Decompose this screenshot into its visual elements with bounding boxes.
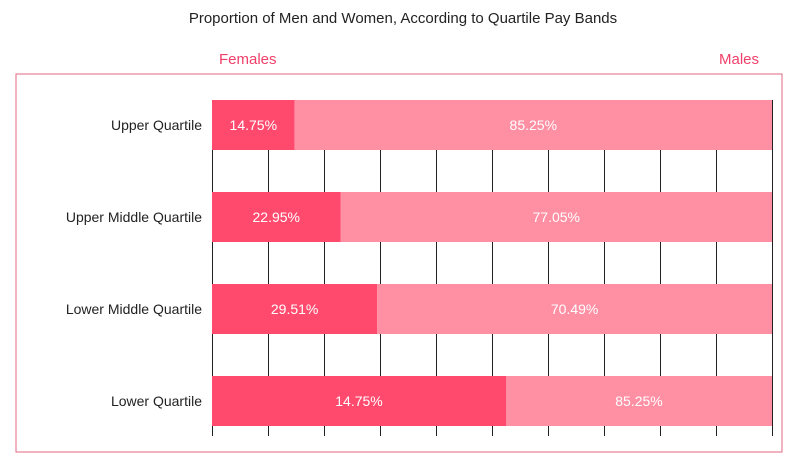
- chart-title: Proportion of Men and Women, According t…: [189, 10, 617, 27]
- bar-females: [212, 100, 295, 150]
- data-label: 85.25%: [510, 117, 557, 133]
- data-label: 14.75%: [335, 393, 382, 409]
- legend-females: Females: [219, 51, 277, 68]
- legend-males: Males: [719, 51, 759, 68]
- bar-females: [212, 376, 506, 426]
- bar-males: [377, 284, 772, 334]
- bar-males: [506, 376, 772, 426]
- category-label: Lower Quartile: [111, 393, 202, 409]
- bar-females: [212, 192, 341, 242]
- data-label: 70.49%: [551, 301, 598, 317]
- bars: 14.75% 85.25% 22.95% 77.05% 29.51% 70.49% 14.7…: [212, 100, 772, 426]
- category-label: Lower Middle Quartile: [66, 301, 202, 317]
- category-label: Upper Quartile: [111, 117, 202, 133]
- category-labels: Upper Quartile Upper Middle Quartile Lower…: [66, 117, 202, 409]
- data-label: 29.51%: [271, 301, 318, 317]
- data-label: 77.05%: [533, 209, 580, 225]
- bar-males: [340, 192, 772, 242]
- category-label: Upper Middle Quartile: [66, 209, 202, 225]
- data-label: 22.95%: [253, 209, 300, 225]
- bar-females: [212, 284, 378, 334]
- bar-males: [294, 100, 772, 150]
- data-label: 85.25%: [615, 393, 662, 409]
- chart-frame: [15, 73, 783, 453]
- data-label: 14.75%: [230, 117, 277, 133]
